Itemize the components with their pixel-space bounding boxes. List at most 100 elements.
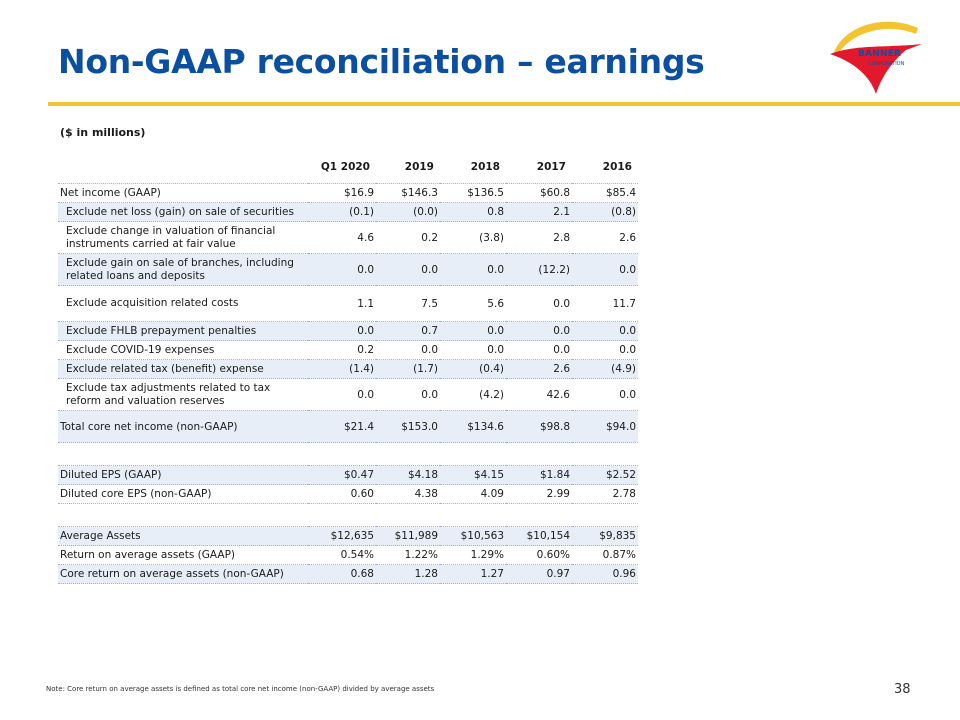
table-row: Total core net income (non-GAAP) $21.4 $… <box>58 410 638 443</box>
cell-value: 0.0 <box>308 378 376 411</box>
header-blank <box>58 151 308 184</box>
page-title: Non-GAAP reconciliation – earnings <box>58 42 705 81</box>
cell-value: $85.4 <box>572 183 638 203</box>
cell-value: 0.0 <box>506 340 572 360</box>
cell-value: 0.8 <box>440 202 506 222</box>
cell-value: 2.6 <box>506 359 572 379</box>
cell-value: 0.0 <box>440 253 506 286</box>
cell-value: 0.0 <box>376 340 440 360</box>
title-underline <box>48 102 960 106</box>
cell-value: 1.29% <box>440 545 506 565</box>
cell-value: $60.8 <box>506 183 572 203</box>
column-header: 2018 <box>440 151 506 184</box>
cell-value: $136.5 <box>440 183 506 203</box>
cell-value: $146.3 <box>376 183 440 203</box>
cell-value: $4.15 <box>440 465 506 485</box>
cell-value: 2.6 <box>572 221 638 254</box>
row-label: Exclude FHLB prepayment penalties <box>58 321 308 341</box>
table-row: Exclude change in valuation of financial… <box>58 221 638 254</box>
cell-value: (4.2) <box>440 378 506 411</box>
cell-value: 0.0 <box>572 321 638 341</box>
cell-value: (1.4) <box>308 359 376 379</box>
cell-value: (12.2) <box>506 253 572 286</box>
cell-value: $153.0 <box>376 410 440 443</box>
cell-value: 0.0 <box>506 321 572 341</box>
cell-value: $10,154 <box>506 526 572 546</box>
row-label: Exclude COVID-19 expenses <box>58 340 308 360</box>
cell-value: 0.0 <box>572 253 638 286</box>
cell-value: $12,635 <box>308 526 376 546</box>
row-label: Return on average assets (GAAP) <box>58 545 308 565</box>
cell-value: 0.0 <box>308 321 376 341</box>
table-row: Exclude gain on sale of branches, includ… <box>58 253 638 286</box>
cell-value: (0.0) <box>376 202 440 222</box>
table-row: Net income (GAAP) $16.9 $146.3 $136.5 $6… <box>58 183 638 203</box>
cell-value: 1.28 <box>376 564 440 584</box>
cell-value: 0.0 <box>376 378 440 411</box>
table-row: Exclude COVID-19 expenses 0.2 0.0 0.0 0.… <box>58 340 638 360</box>
cell-value: $11,989 <box>376 526 440 546</box>
banner-logo <box>830 21 922 94</box>
cell-value: 0.0 <box>308 253 376 286</box>
row-label: Exclude related tax (benefit) expense <box>58 359 308 379</box>
cell-value: 7.5 <box>376 285 440 322</box>
cell-value: 0.7 <box>376 321 440 341</box>
column-header: 2016 <box>572 151 638 184</box>
row-label: Core return on average assets (non-GAAP) <box>58 564 308 584</box>
cell-value: $10,563 <box>440 526 506 546</box>
cell-value: 0.2 <box>308 340 376 360</box>
cell-value: 1.27 <box>440 564 506 584</box>
cell-value: 0.60% <box>506 545 572 565</box>
cell-value: 0.0 <box>572 378 638 411</box>
row-label: Total core net income (non-GAAP) <box>58 410 308 443</box>
reconciliation-table: Q1 2020 2019 2018 2017 2016 Net income (… <box>58 151 638 584</box>
cell-value: (0.8) <box>572 202 638 222</box>
table-spacer-row <box>58 442 638 466</box>
cell-value: 0.2 <box>376 221 440 254</box>
cell-value: $9,835 <box>572 526 638 546</box>
cell-value: 0.97 <box>506 564 572 584</box>
table-row: Average Assets $12,635 $11,989 $10,563 $… <box>58 526 638 546</box>
page-number: 38 <box>894 682 911 697</box>
row-label: Exclude gain on sale of branches, includ… <box>58 253 308 286</box>
cell-value: 0.60 <box>308 484 376 504</box>
cell-value: 2.1 <box>506 202 572 222</box>
row-label: Average Assets <box>58 526 308 546</box>
table-row: Diluted core EPS (non-GAAP) 0.60 4.38 4.… <box>58 484 638 504</box>
row-label: Exclude acquisition related costs <box>58 285 308 322</box>
cell-value: 1.1 <box>308 285 376 322</box>
cell-value: $94.0 <box>572 410 638 443</box>
cell-value: $134.6 <box>440 410 506 443</box>
cell-value: 4.09 <box>440 484 506 504</box>
cell-value: $21.4 <box>308 410 376 443</box>
cell-value: 0.87% <box>572 545 638 565</box>
cell-value: $4.18 <box>376 465 440 485</box>
column-header: 2017 <box>506 151 572 184</box>
cell-value: $16.9 <box>308 183 376 203</box>
table-header-row: Q1 2020 2019 2018 2017 2016 <box>58 151 638 184</box>
logo-wordmark: BANNER <box>858 49 902 59</box>
cell-value: (0.4) <box>440 359 506 379</box>
cell-value: (0.1) <box>308 202 376 222</box>
table-spacer-row <box>58 503 638 527</box>
cell-value: 2.8 <box>506 221 572 254</box>
row-label: Exclude net loss (gain) on sale of secur… <box>58 202 308 222</box>
cell-value: 0.68 <box>308 564 376 584</box>
cell-value: 0.0 <box>572 340 638 360</box>
column-header: Q1 2020 <box>308 151 376 184</box>
cell-value: (1.7) <box>376 359 440 379</box>
cell-value: 42.6 <box>506 378 572 411</box>
table-row: Exclude tax adjustments related to tax r… <box>58 378 638 411</box>
cell-value: $0.47 <box>308 465 376 485</box>
cell-value: 0.0 <box>440 321 506 341</box>
units-label: ($ in millions) <box>60 126 146 139</box>
cell-value: 2.78 <box>572 484 638 504</box>
cell-value: 4.38 <box>376 484 440 504</box>
cell-value: (4.9) <box>572 359 638 379</box>
table-row: Exclude net loss (gain) on sale of secur… <box>58 202 638 222</box>
table-row: Core return on average assets (non-GAAP)… <box>58 564 638 584</box>
cell-value: 2.99 <box>506 484 572 504</box>
table-row: Exclude acquisition related costs 1.1 7.… <box>58 285 638 322</box>
cell-value: $1.84 <box>506 465 572 485</box>
cell-value: 5.6 <box>440 285 506 322</box>
